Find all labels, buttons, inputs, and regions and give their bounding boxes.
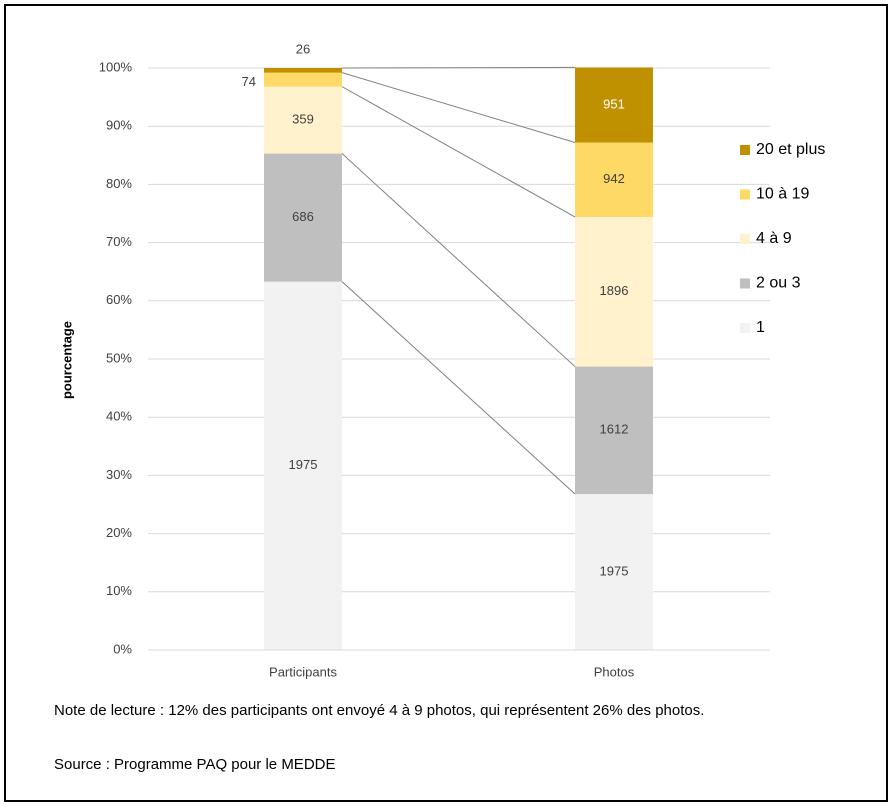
y-tick-label: 80%: [106, 176, 132, 191]
y-tick-label: 50%: [106, 350, 132, 365]
data-label: 1896: [600, 283, 629, 298]
data-label: 1975: [289, 457, 318, 472]
y-tick-label: 60%: [106, 292, 132, 307]
data-label: 951: [603, 96, 625, 111]
y-axis-title: pourcentage: [59, 321, 74, 399]
x-tick-label: Participants: [269, 664, 337, 679]
legend-label: 20 et plus: [756, 141, 825, 158]
legend-swatch: [740, 323, 750, 333]
legend-label: 1: [756, 319, 765, 336]
connector-line: [341, 72, 576, 143]
data-label: 1612: [600, 422, 629, 437]
connector-line: [341, 153, 576, 367]
connector-line: [341, 66, 576, 69]
data-label: 26: [296, 41, 310, 56]
frame: [4, 4, 888, 802]
y-tick-label: 90%: [106, 118, 132, 133]
y-tick-label: 10%: [106, 583, 132, 598]
bar-segment: [264, 281, 342, 650]
data-label: 686: [292, 209, 314, 224]
bar-segment: [575, 366, 653, 495]
bar-segment: [264, 68, 342, 73]
legend-swatch: [740, 278, 750, 289]
legend-label: 4 à 9: [756, 230, 792, 247]
bar-segment: [264, 153, 342, 282]
y-tick-label: 20%: [106, 525, 132, 540]
data-label: 942: [603, 171, 625, 186]
y-tick-label: 70%: [106, 234, 132, 249]
y-tick-label: 30%: [106, 467, 132, 482]
bar-segment: [575, 142, 653, 217]
bar-segment: [264, 86, 342, 154]
legend-label: 2 ou 3: [756, 275, 801, 292]
data-label: 1975: [600, 563, 629, 578]
bar-segment: [575, 216, 653, 367]
connector-line: [341, 281, 576, 495]
y-tick-label: 0%: [113, 641, 132, 656]
legend-label: 10 à 19: [756, 186, 809, 203]
data-label: 74: [242, 74, 256, 89]
connector-line: [341, 86, 576, 218]
y-tick-label: 40%: [106, 409, 132, 424]
data-label: 359: [292, 112, 314, 127]
legend-swatch: [740, 189, 750, 200]
bar-segment: [264, 72, 342, 87]
legend-swatch: [740, 145, 750, 155]
x-tick-label: Photos: [594, 664, 635, 679]
reading-note: Note de lecture : 12% des participants o…: [54, 702, 705, 719]
legend-swatch: [740, 234, 750, 244]
bar-segment: [575, 67, 653, 143]
source: Source : Programme PAQ pour le MEDDE: [54, 756, 336, 773]
bar-segment: [575, 494, 653, 650]
y-tick-label: 100%: [99, 59, 133, 74]
